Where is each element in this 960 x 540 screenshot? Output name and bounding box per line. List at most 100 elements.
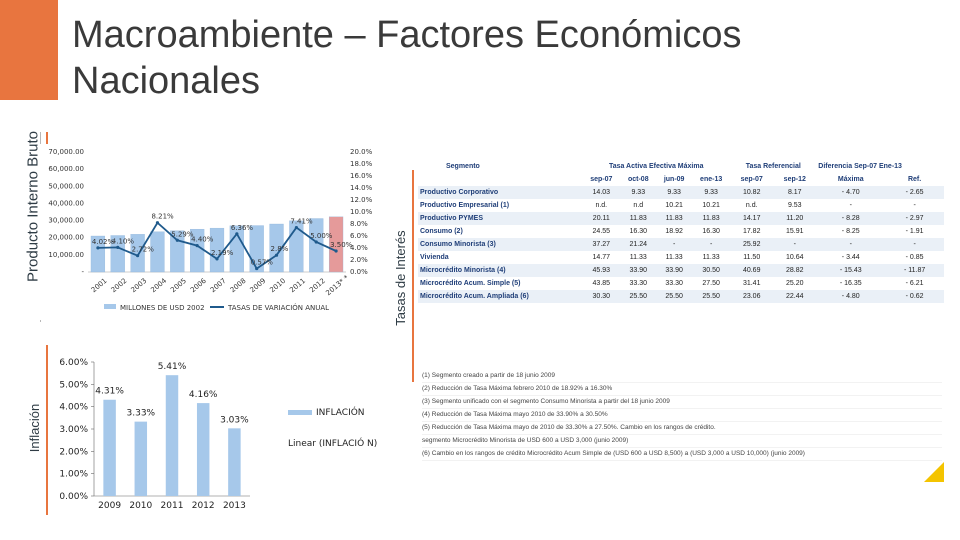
- value-cell: 33.90: [665, 267, 683, 274]
- table-note: (2) Reducción de Tasa Máxima febrero 201…: [422, 383, 942, 396]
- inflation-category-label: 2010: [129, 501, 152, 511]
- value-cell: n.d: [633, 202, 644, 209]
- pib-growth-point: [195, 244, 199, 248]
- pib-left-tick: 40,000.00: [48, 199, 84, 207]
- pib-growth-label: 5.00%: [310, 232, 333, 240]
- column-header: sep-12: [783, 176, 806, 183]
- pib-right-tick: 12.0%: [350, 196, 373, 204]
- pib-growth-point: [116, 245, 120, 249]
- table-row: Consumo Minorista (3) 37.27 21.24 - - 25.92 - -…: [418, 238, 944, 251]
- value-cell: - 0.62: [905, 293, 924, 300]
- table-row: Vivienda 14.77 11.33 11.33 11.33 11.50 10.64 - …: [418, 251, 944, 264]
- inflacion-side-label: Inflación: [24, 345, 48, 515]
- inflation-y-tick: 4.00%: [59, 403, 88, 413]
- value-cell: -: [913, 241, 916, 248]
- pib-bar: [110, 235, 125, 273]
- table-notes: (1) Segmento creado a partir de 18 junio…: [422, 370, 942, 461]
- pib-left-tick: 20,000.00: [48, 234, 84, 242]
- inflation-y-tick: 0.00%: [59, 492, 88, 502]
- pib-growth-label: 2.8%: [271, 245, 289, 253]
- pib-left-tick: -: [81, 268, 84, 276]
- value-cell: 15.91: [786, 228, 804, 235]
- value-cell: - 15.43: [839, 267, 862, 274]
- table-note: (3) Segmento unificado con el segmento C…: [422, 396, 942, 409]
- inflation-category-label: 2011: [161, 501, 184, 511]
- inflation-value-label: 3.03%: [220, 415, 249, 425]
- inflation-value-label: 4.16%: [189, 390, 218, 400]
- inflation-category-label: 2009: [98, 501, 121, 511]
- value-cell: 30.30: [592, 293, 611, 300]
- pib-growth-point: [255, 266, 259, 271]
- value-cell: 43.85: [592, 280, 611, 287]
- inflation-y-tick: 6.00%: [59, 358, 88, 368]
- value-cell: 45.93: [592, 267, 611, 274]
- pib-growth-point: [334, 249, 338, 253]
- value-cell: 21.24: [629, 241, 648, 248]
- pib-growth-label: 2.19%: [211, 249, 234, 257]
- pib-right-tick: 0.0%: [350, 268, 368, 276]
- pib-line: 4.02%4.10%2.72% 8.21% 5.29%4.40% 2.19% 6.36%…: [92, 213, 353, 271]
- inflation-legend: INFLACIÓN Linear (INFLACIÓ N): [288, 406, 377, 449]
- inflation-bar: [165, 375, 179, 496]
- pib-bar: [328, 216, 344, 273]
- value-cell: 14.17: [742, 215, 761, 222]
- value-cell: -: [913, 202, 916, 209]
- pib-growth-point: [96, 246, 100, 250]
- value-cell: 25.20: [786, 280, 804, 287]
- pib-left-axis: 70,000.00 60,000.00 50,000.00 40,000.00 30,0…: [48, 148, 84, 276]
- value-cell: - 2.97: [905, 215, 924, 222]
- value-cell: -: [672, 241, 676, 248]
- value-cell: 37.27: [592, 241, 611, 248]
- table-note: (4) Reducción de Tasa Máxima mayo 2010 d…: [422, 409, 942, 422]
- value-cell: 25.50: [629, 293, 648, 300]
- value-cell: 9.33: [631, 189, 646, 196]
- value-cell: - 1.91: [905, 228, 924, 235]
- pib-legend: MILLONES DE USD 2002 TASAS DE VARIACIÓN …: [104, 303, 329, 312]
- pib-bar: [309, 218, 324, 273]
- value-cell: 31.41: [742, 280, 761, 287]
- pib-growth-point: [235, 232, 239, 236]
- value-cell: 20.11: [592, 215, 610, 222]
- value-cell: 8.17: [787, 189, 802, 196]
- pib-left-tick: 60,000.00: [48, 165, 84, 173]
- pib-growth-label: 4.02%: [92, 238, 115, 246]
- inflation-value-label: 4.31%: [95, 387, 124, 397]
- value-cell: -: [709, 241, 713, 248]
- rates-table: Segmento Tasa Activa Efectiva Máxima Tas…: [418, 160, 944, 486]
- pib-right-axis: 20.0% 18.0% 16.0% 14.0% 12.0% 10.0% 8.0% 6.0% 4.…: [350, 148, 373, 276]
- table-row: Consumo (2) 24.55 16.30 18.92 16.30 17.82 15.9…: [418, 225, 944, 238]
- value-cell: 16.30: [629, 228, 648, 235]
- value-cell: 11.83: [702, 215, 720, 222]
- legend-bar-swatch: [104, 304, 116, 309]
- column-header: sep-07: [740, 176, 763, 183]
- value-cell: 27.50: [702, 280, 720, 287]
- group-header-ref: Tasa Referencial: [745, 163, 801, 170]
- value-cell: 11.83: [665, 215, 683, 222]
- value-cell: -: [849, 241, 852, 248]
- segment-cell: Productivo PYMES: [420, 215, 484, 222]
- value-cell: 25.50: [665, 293, 683, 300]
- column-header: oct-08: [627, 176, 649, 183]
- value-cell: - 3.44: [841, 254, 860, 261]
- value-cell: 11.33: [629, 254, 647, 261]
- pib-growth-label: 3.50%: [330, 241, 353, 249]
- tasas-side-label: Tasas de Interés: [390, 170, 414, 382]
- value-cell: n.d.: [595, 202, 608, 209]
- table-note: (5) Reducción de Tasa Máxima mayo de 201…: [422, 422, 942, 435]
- segment-cell: Consumo (2): [420, 228, 463, 235]
- inflation-y-tick: 5.00%: [59, 380, 88, 390]
- table-note: (6) Cambio en los rangos de crédito Micr…: [422, 448, 942, 461]
- pib-growth-label: 4.10%: [112, 237, 135, 245]
- pib-growth-point: [136, 254, 140, 258]
- value-cell: - 8.28: [841, 215, 860, 222]
- table-row: Microcrédito Acum. Simple (5) 43.85 33.30 3…: [418, 277, 944, 290]
- value-cell: 33.90: [629, 267, 648, 274]
- inflation-y-tick: 1.00%: [59, 470, 88, 480]
- value-cell: 18.92: [665, 228, 683, 235]
- value-cell: - 11.87: [903, 267, 926, 274]
- pib-bar: [90, 235, 106, 273]
- pib-growth-point: [314, 240, 318, 244]
- table-note: (1) Segmento creado a partir de 18 junio…: [422, 370, 942, 383]
- segment-cell: Microcrédito Minorista (4): [420, 267, 506, 274]
- pib-growth-label: 0.57%: [251, 259, 274, 267]
